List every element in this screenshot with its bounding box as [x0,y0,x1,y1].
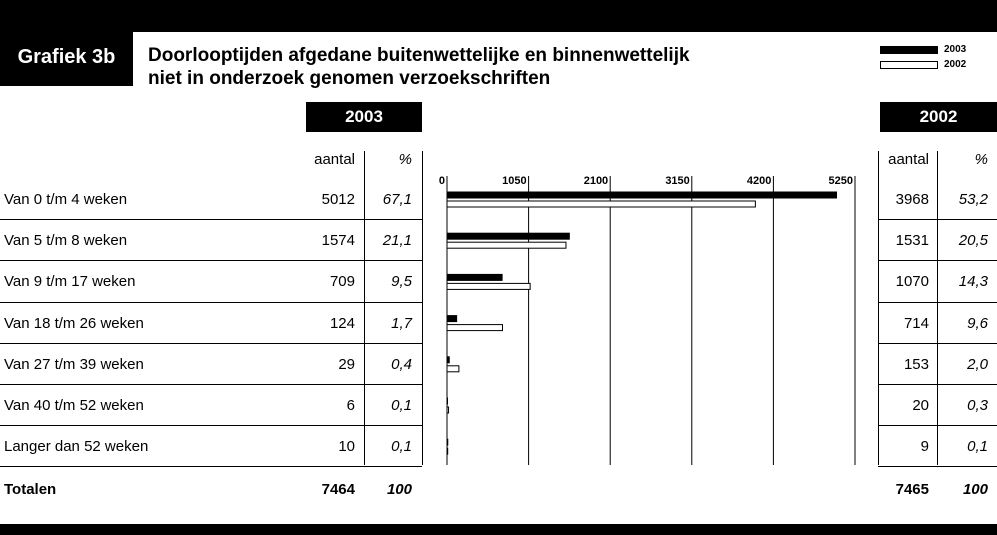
divider-2003 [364,151,365,465]
bar-chart: 0 1050 2100 3150 4200 5250 [439,175,856,465]
bar-2003 [446,191,838,199]
bar-2002 [446,324,503,332]
row-count-2002: 20 [912,397,929,414]
row-separator [878,302,997,303]
row-pct-2002: 2,0 [967,355,988,373]
row-count-2002: 714 [903,314,929,332]
row-count-2003: 29 [338,355,355,373]
row-pct-2003: 67,1 [382,191,412,208]
legend: 2003 2002 [880,42,966,72]
legend-label-2002: 2002 [944,59,967,70]
row-count-2002: 3968 [895,191,929,208]
col-header-pct-2002: % [974,151,988,168]
bar-2002 [446,241,567,249]
row-pct-2003: 21,1 [382,232,412,250]
bar-2003 [446,397,448,405]
totals-pct-2002: 100 [962,481,988,498]
row-pct-2003: 0,1 [391,438,412,456]
chart-title: Doorlooptijden afgedane buitenwettelijke… [148,44,690,90]
row-count-2003: 6 [346,397,355,414]
row-label: Van 27 t/m 39 weken [4,355,144,373]
legend-swatch-2002 [880,60,938,69]
legend-swatch-2003 [880,45,938,54]
divider-2003-right [422,151,423,465]
row-pct-2002: 14,3 [958,273,988,291]
row-label: Van 18 t/m 26 weken [4,314,144,332]
row-separator [878,219,997,220]
divider-2002-left [878,151,879,465]
row-pct-2002: 0,3 [967,397,988,414]
row-pct-2002: 53,2 [958,191,988,208]
row-separator [878,260,997,261]
year-header-2002: 2002 [880,102,997,132]
tick-label: 5250 [829,175,853,187]
row-label: Van 5 t/m 8 weken [4,232,128,250]
bar-2003 [446,315,458,323]
col-header-pct-2003: % [398,151,412,168]
bar-2002 [446,406,450,414]
bar-2002 [446,447,449,455]
row-count-2003: 5012 [321,191,355,208]
row-label: Van 0 t/m 4 weken [4,191,128,208]
title-line-2: niet in onderzoek genomen verzoekschrift… [148,68,551,89]
row-pct-2003: 1,7 [391,314,412,332]
row-separator [0,425,422,426]
tick-label: 1050 [502,175,526,187]
totals-count-2003: 7464 [321,481,355,498]
totals-count-2002: 7465 [895,481,929,498]
row-pct-2003: 0,4 [391,355,412,373]
totals-pct-2003: 100 [386,481,412,498]
row-count-2002: 9 [920,438,929,456]
row-label: Van 40 t/m 52 weken [4,397,144,414]
bottom-bar [0,524,997,535]
row-label: Langer dan 52 weken [4,438,149,456]
row-count-2002: 1531 [895,232,929,250]
row-separator [878,425,997,426]
row-pct-2002: 9,6 [967,314,988,332]
totals-label: Totalen [4,481,57,498]
row-separator [878,384,997,385]
col-header-count-2003: aantal [314,151,355,168]
row-separator [0,219,422,220]
bar-2003 [446,438,449,446]
row-separator [878,343,997,344]
row-separator [0,260,422,261]
row-pct-2002: 0,1 [967,438,988,456]
row-pct-2002: 20,5 [958,232,988,250]
row-separator [878,466,997,467]
row-separator [0,302,422,303]
bar-2003 [446,273,503,281]
tick-label: 4200 [747,175,771,187]
bar-2002 [446,282,531,290]
legend-label-2003: 2003 [944,44,967,55]
row-pct-2003: 0,1 [391,397,412,414]
title-line-1: Doorlooptijden afgedane buitenwettelijke… [148,45,690,66]
row-pct-2003: 9,5 [391,273,412,291]
tick-label: 0 [439,175,445,187]
tick-label: 2100 [584,175,608,187]
row-count-2003: 1574 [321,232,355,250]
row-separator [0,384,422,385]
row-count-2003: 709 [329,273,355,291]
bar-2002 [446,200,756,208]
bar-2002 [446,365,460,373]
row-count-2002: 153 [903,355,929,373]
figure-label: Grafiek 3b [0,32,133,86]
legend-item-2003: 2003 [880,42,966,57]
divider-2002 [937,151,938,465]
row-separator [0,466,422,467]
col-header-count-2002: aantal [888,151,929,168]
row-count-2003: 124 [329,314,355,332]
row-count-2003: 10 [338,438,355,456]
bar-2003 [446,356,450,364]
row-count-2002: 1070 [895,273,929,291]
row-separator [0,343,422,344]
top-bar [0,0,997,32]
legend-item-2002: 2002 [880,57,966,72]
bar-2003 [446,232,570,240]
year-header-2003: 2003 [306,102,422,132]
row-label: Van 9 t/m 17 weken [4,273,136,291]
tick-label: 3150 [665,175,689,187]
